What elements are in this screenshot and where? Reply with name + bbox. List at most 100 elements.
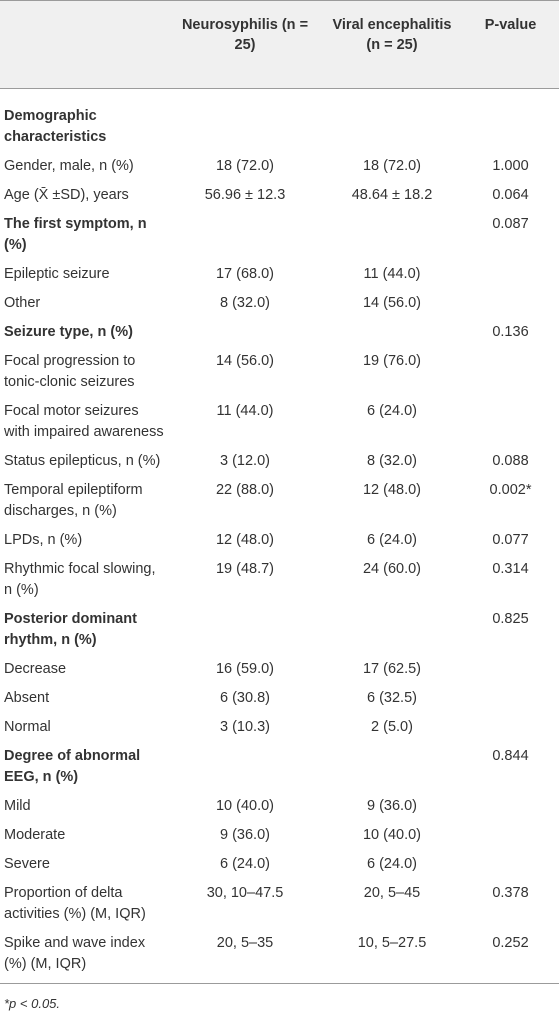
header-viral-encephalitis: Viral encephalitis (n = 25) xyxy=(332,17,452,53)
row-label: Other xyxy=(4,295,41,311)
table-row: Mild 10 (40.0) 9 (36.0) xyxy=(0,792,559,821)
row-label: Status epilepticus, n (%) xyxy=(4,453,161,469)
viral-encephalitis-value: 6 (24.0) xyxy=(367,856,417,872)
table-row: Focal progression to tonic-clonic seizur… xyxy=(0,347,559,397)
table-row: Other 8 (32.0) 14 (56.0) xyxy=(0,289,559,318)
neurosyphilis-value: 17 (68.0) xyxy=(215,266,275,282)
viral-encephalitis-value: 6 (32.5) xyxy=(367,690,417,706)
p-value: 0.064 xyxy=(492,187,529,203)
section-row: Degree of abnormal EEG, n (%) 0.844 xyxy=(0,742,559,792)
viral-encephalitis-value: 19 (76.0) xyxy=(362,353,422,369)
neurosyphilis-value: 19 (48.7) xyxy=(215,561,275,577)
neurosyphilis-value: 56.96 ± 12.3 xyxy=(204,187,286,203)
neurosyphilis-value: 12 (48.0) xyxy=(215,532,275,548)
table-row: Normal 3 (10.3) 2 (5.0) xyxy=(0,713,559,742)
table-header: Neurosyphilis (n = 25) Viral encephaliti… xyxy=(0,0,559,89)
row-label: Decrease xyxy=(4,661,67,677)
viral-encephalitis-value xyxy=(322,605,462,655)
p-value: 0.252 xyxy=(492,935,529,951)
viral-encephalitis-value: 9 (36.0) xyxy=(367,798,417,814)
p-value xyxy=(462,260,559,289)
row-label: Proportion of delta activities (%) (M, I… xyxy=(4,885,146,922)
row-label: Degree of abnormal EEG, n (%) xyxy=(4,748,141,785)
row-label: Normal xyxy=(4,719,51,735)
neurosyphilis-value: 6 (30.8) xyxy=(220,690,270,706)
section-row: Demographic characteristics xyxy=(0,102,559,152)
viral-encephalitis-value xyxy=(322,318,462,347)
row-label: Spike and wave index (%) (M, IQR) xyxy=(4,935,146,972)
viral-encephalitis-value xyxy=(322,102,462,152)
row-label: Posterior dominant rhythm, n (%) xyxy=(4,611,137,648)
row-label: Epileptic seizure xyxy=(4,266,110,282)
row-label: LPDs, n (%) xyxy=(4,532,83,548)
viral-encephalitis-value: 24 (60.0) xyxy=(362,561,422,577)
neurosyphilis-value: 11 (44.0) xyxy=(216,403,274,419)
p-value xyxy=(462,102,559,152)
neurosyphilis-value xyxy=(168,605,322,655)
row-label: Age (X̄ ±SD), years xyxy=(4,187,129,203)
row-label: Temporal epileptiform discharges, n (%) xyxy=(4,482,143,519)
table-row: Gender, male, n (%) 18 (72.0) 18 (72.0) 1.0… xyxy=(0,152,559,181)
row-label: Seizure type, n (%) xyxy=(4,324,133,340)
p-value: 0.088 xyxy=(492,453,529,469)
header-p-value: P-value xyxy=(484,17,537,33)
neurosyphilis-value: 22 (88.0) xyxy=(215,482,275,498)
p-value xyxy=(462,289,559,318)
section-row: The first symptom, n (%) 0.087 xyxy=(0,210,559,260)
row-label: Demographic characteristics xyxy=(4,108,107,145)
neurosyphilis-value: 30, 10–47.5 xyxy=(206,885,284,901)
neurosyphilis-value: 10 (40.0) xyxy=(215,798,275,814)
neurosyphilis-value: 18 (72.0) xyxy=(215,158,275,174)
viral-encephalitis-value: 6 (24.0) xyxy=(367,532,417,548)
neurosyphilis-value xyxy=(168,102,322,152)
viral-encephalitis-value: 12 (48.0) xyxy=(362,482,422,498)
table-body: Demographic characteristics Gender, male,… xyxy=(0,89,559,984)
table-row: Rhythmic focal slowing, n (%) 19 (48.7) 24… xyxy=(0,555,559,605)
viral-encephalitis-value: 17 (62.5) xyxy=(362,661,422,677)
viral-encephalitis-value: 2 (5.0) xyxy=(371,719,413,735)
neurosyphilis-value: 3 (12.0) xyxy=(220,453,270,469)
p-value: 0.002* xyxy=(489,482,532,498)
p-value: 0.378 xyxy=(492,885,529,901)
table-row: Temporal epileptiform discharges, n (%) 2… xyxy=(0,476,559,526)
p-value: 0.825 xyxy=(492,611,529,627)
viral-encephalitis-value: 20, 5–45 xyxy=(363,885,421,901)
p-value xyxy=(462,397,559,447)
p-value xyxy=(462,655,559,684)
table-row: LPDs, n (%) 12 (48.0) 6 (24.0) 0.077 xyxy=(0,526,559,555)
table-row: Epileptic seizure 17 (68.0) 11 (44.0) xyxy=(0,260,559,289)
p-value: 0.136 xyxy=(492,324,529,340)
neurosyphilis-value: 20, 5–35 xyxy=(216,935,274,951)
neurosyphilis-value xyxy=(168,210,322,260)
data-table: Neurosyphilis (n = 25) Viral encephaliti… xyxy=(0,0,559,984)
table-row: Focal motor seizures with impaired aware… xyxy=(0,397,559,447)
row-label: The first symptom, n (%) xyxy=(4,216,147,253)
p-value xyxy=(462,347,559,397)
neurosyphilis-value: 3 (10.3) xyxy=(220,719,270,735)
neurosyphilis-value xyxy=(168,318,322,347)
table-row: Moderate 9 (36.0) 10 (40.0) xyxy=(0,821,559,850)
row-label: Moderate xyxy=(4,827,66,843)
p-value: 0.314 xyxy=(492,561,529,577)
table-row: Spike and wave index (%) (M, IQR) 20, 5–3… xyxy=(0,929,559,984)
viral-encephalitis-value: 14 (56.0) xyxy=(362,295,422,311)
table-row: Absent 6 (30.8) 6 (32.5) xyxy=(0,684,559,713)
p-value: 0.077 xyxy=(492,532,529,548)
table-row: Age (X̄ ±SD), years 56.96 ± 12.3 48.64 ± 1… xyxy=(0,181,559,210)
viral-encephalitis-value: 10 (40.0) xyxy=(362,827,422,843)
viral-encephalitis-value xyxy=(322,742,462,792)
viral-encephalitis-value: 10, 5–27.5 xyxy=(357,935,427,951)
row-label: Focal progression to tonic-clonic seizur… xyxy=(4,353,136,390)
header-label-column xyxy=(0,1,168,89)
viral-encephalitis-value xyxy=(322,210,462,260)
neurosyphilis-value: 9 (36.0) xyxy=(220,827,270,843)
section-row: Seizure type, n (%) 0.136 xyxy=(0,318,559,347)
section-row: Posterior dominant rhythm, n (%) 0.825 xyxy=(0,605,559,655)
p-value: 0.844 xyxy=(492,748,529,764)
p-value xyxy=(462,850,559,879)
row-label: Rhythmic focal slowing, n (%) xyxy=(4,561,156,598)
p-value xyxy=(462,821,559,850)
viral-encephalitis-value: 11 (44.0) xyxy=(363,266,421,282)
neurosyphilis-value: 16 (59.0) xyxy=(215,661,275,677)
